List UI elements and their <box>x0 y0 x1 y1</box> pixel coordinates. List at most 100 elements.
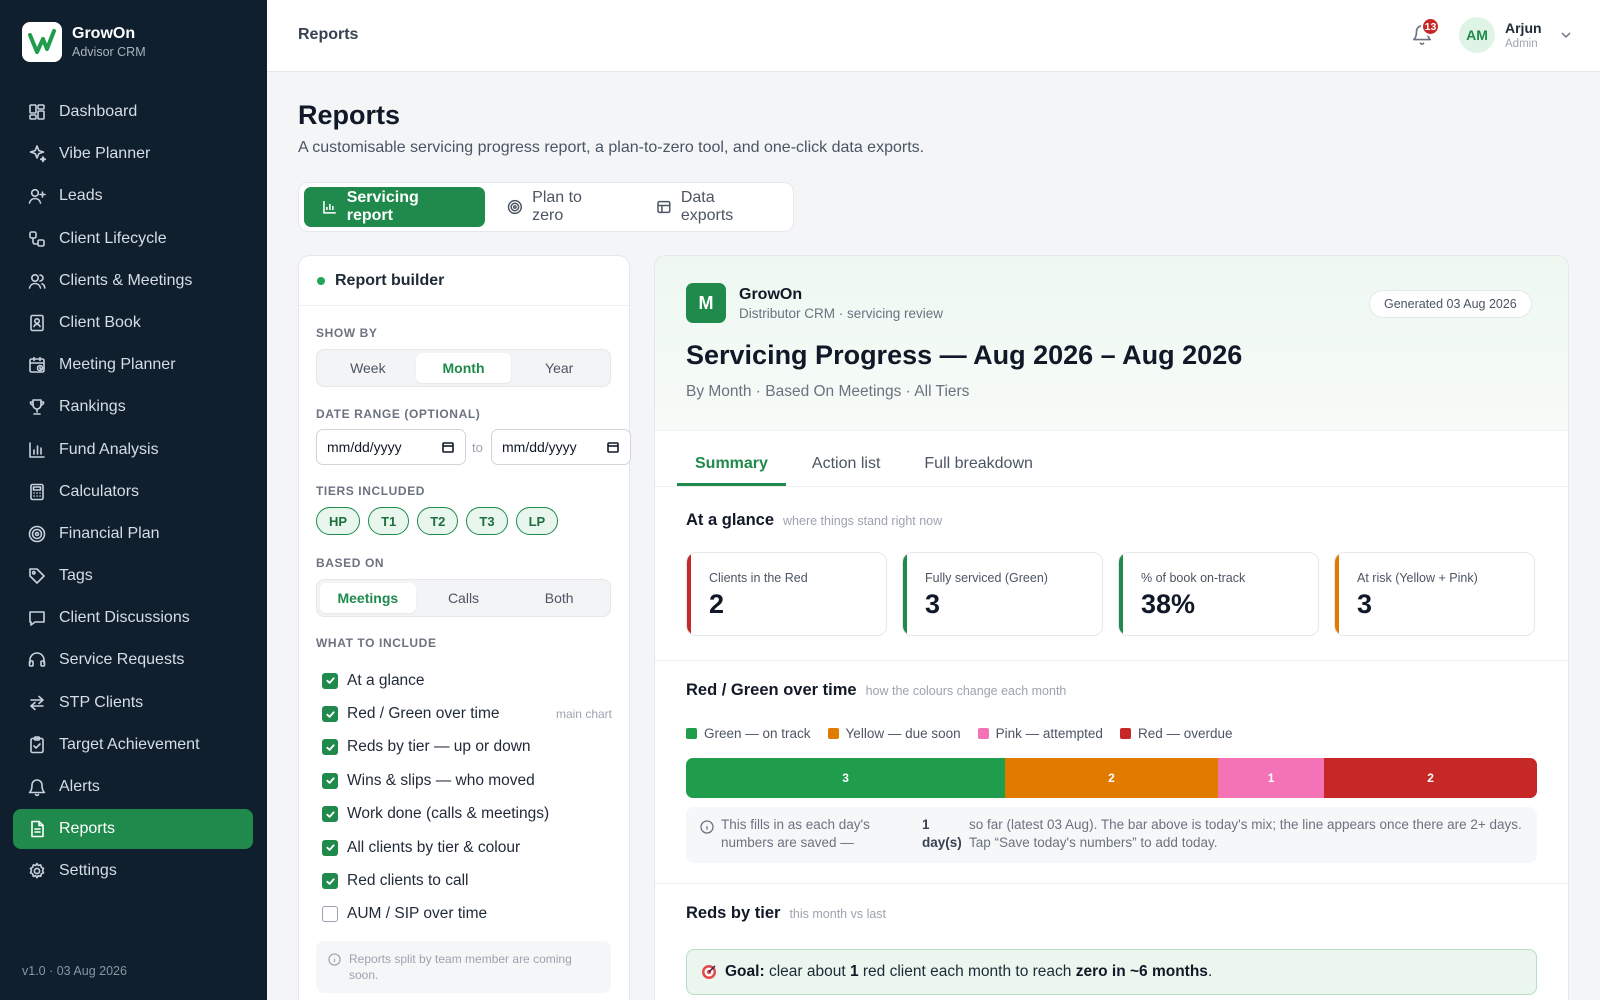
status-dot <box>317 276 325 285</box>
goal-label: Goal: <box>725 963 765 980</box>
table-icon <box>657 200 671 214</box>
note-text: Reports split by team member are coming … <box>349 952 572 982</box>
show-by-week[interactable]: Week <box>350 360 386 376</box>
users-icon <box>28 273 46 289</box>
option-label: Reds by tier — up or down <box>347 738 531 756</box>
show-by-year[interactable]: Year <box>545 360 574 376</box>
brand[interactable]: GrowOn Advisor CRM <box>22 22 146 62</box>
sidebar-item-label: Fund Analysis <box>59 440 159 458</box>
sidebar-item-stp-clients[interactable]: STP Clients <box>13 683 253 723</box>
sidebar-item-fund-analysis[interactable]: Fund Analysis <box>13 430 253 470</box>
tier-chip-lp[interactable]: LP <box>515 507 559 535</box>
stat-label: Fully serviced (Green) <box>925 571 1048 585</box>
include-checklist: At a glance Red / Green over time main cha… <box>322 664 612 931</box>
tier-chip-t1[interactable]: T1 <box>368 507 410 535</box>
based-on-both[interactable]: Both <box>544 590 574 606</box>
goal-target: zero in ~6 months <box>1075 963 1208 980</box>
based-on-selector: Meetings Calls Both <box>316 579 611 617</box>
checkbox-checked[interactable] <box>322 873 338 890</box>
tab-action-list[interactable]: Action list <box>811 454 881 472</box>
tier-chip-t2[interactable]: T2 <box>417 507 459 535</box>
date-from-input[interactable]: mm/dd/yyyy <box>316 429 466 465</box>
stat-accent-bar <box>1119 553 1123 635</box>
report-preview-panel: M GrowOn Distributor CRM · servicing rev… <box>654 255 1569 1000</box>
brand-subtitle: Advisor CRM <box>72 45 146 59</box>
calendar-icon <box>607 442 619 453</box>
include-option[interactable]: All clients by tier & colour <box>322 831 612 864</box>
tab-servicing-report[interactable]: Servicing report <box>304 187 486 227</box>
checkbox-checked[interactable] <box>322 839 338 856</box>
tab-summary[interactable]: Summary <box>677 444 786 486</box>
legend-item: Pink — attempted <box>977 726 1103 741</box>
user-name: Arjun <box>1505 20 1542 36</box>
notification-count-badge: 13 <box>1421 17 1440 36</box>
section-title: Reds by tier <box>686 904 781 922</box>
include-option[interactable]: Work done (calls & meetings) <box>322 798 612 831</box>
legend-label: Pink — attempted <box>995 726 1103 741</box>
sidebar-item-financial-plan[interactable]: Financial Plan <box>13 514 253 554</box>
tier-chip-hp[interactable]: HP <box>316 507 361 535</box>
bar-segment-value: 1 <box>1267 771 1275 785</box>
sidebar-item-settings[interactable]: Settings <box>13 851 253 891</box>
include-option[interactable]: At a glance <box>322 664 612 697</box>
show-by-month[interactable]: Month <box>415 353 512 383</box>
org-subtitle: Distributor CRM · servicing review <box>739 306 944 321</box>
checkbox-unchecked[interactable] <box>322 906 338 923</box>
chart-info-box: This fills in as each day's numbers are … <box>686 807 1537 863</box>
based-on-meetings[interactable]: Meetings <box>320 583 416 613</box>
tab-plan-to-zero[interactable]: Plan to zero <box>489 187 634 227</box>
checkbox-checked[interactable] <box>322 672 338 689</box>
sidebar-item-alerts[interactable]: Alerts <box>13 767 253 807</box>
sidebar-item-reports[interactable]: Reports <box>13 809 253 850</box>
check-icon <box>325 811 335 818</box>
include-option[interactable]: Reds by tier — up or down <box>322 731 612 764</box>
notifications-button[interactable]: 13 <box>1411 17 1440 48</box>
sidebar-item-client-lifecycle[interactable]: Client Lifecycle <box>13 219 253 259</box>
date-to-input[interactable]: mm/dd/yyyy <box>491 429 631 465</box>
clipboard-icon <box>30 736 44 754</box>
user-menu[interactable]: AM Arjun Admin <box>1459 17 1572 53</box>
sidebar-item-dashboard[interactable]: Dashboard <box>13 92 253 132</box>
bar-segment-green: 3 <box>686 758 1006 798</box>
include-option[interactable]: AUM / SIP over time <box>322 898 612 931</box>
sidebar-item-rankings[interactable]: Rankings <box>13 387 253 427</box>
tier-chip-t3[interactable]: T3 <box>466 507 508 535</box>
sidebar-item-client-discussions[interactable]: Client Discussions <box>13 598 253 638</box>
include-option[interactable]: Red / Green over time main chart <box>322 697 612 730</box>
show-by-selector: Week Month Year <box>316 349 611 387</box>
version-label: v1.0 · 03 Aug 2026 <box>22 964 127 978</box>
bar-segment-red: 2 <box>1324 758 1537 798</box>
stat-label: At risk (Yellow + Pink) <box>1357 571 1478 585</box>
sidebar-item-target-achievement[interactable]: Target Achievement <box>13 725 253 765</box>
stat-card: At risk (Yellow + Pink) 3 <box>1334 552 1535 636</box>
sidebar-item-calculators[interactable]: Calculators <box>13 472 253 512</box>
sidebar-item-label: Leads <box>59 187 103 205</box>
checkbox-checked[interactable] <box>322 772 338 789</box>
based-on-calls[interactable]: Calls <box>447 590 480 606</box>
bar-segment-value: 2 <box>1427 771 1434 785</box>
tab-data-exports[interactable]: Data exports <box>638 187 788 227</box>
legend-swatch <box>977 728 989 739</box>
checkbox-checked[interactable] <box>322 706 338 723</box>
check-icon <box>325 744 335 751</box>
include-option[interactable]: Red clients to call <box>322 864 612 897</box>
stat-accent-bar <box>903 553 907 635</box>
include-option[interactable]: Wins & slips — who moved <box>322 764 612 797</box>
over-time-heading: Red / Green over time how the colours cha… <box>686 681 1066 700</box>
sidebar-item-label: Client Discussions <box>59 609 190 627</box>
sidebar-item-service-requests[interactable]: Service Requests <box>13 640 253 680</box>
tab-full-breakdown[interactable]: Full breakdown <box>924 454 1033 472</box>
checkbox-checked[interactable] <box>322 739 338 756</box>
sidebar-item-clients-meetings[interactable]: Clients & Meetings <box>13 261 253 301</box>
sidebar-item-meeting-planner[interactable]: Meeting Planner <box>13 345 253 385</box>
checkbox-checked[interactable] <box>322 806 338 823</box>
sidebar-item-leads[interactable]: Leads <box>13 176 253 216</box>
option-label: AUM / SIP over time <box>347 905 488 923</box>
legend-label: Green — on track <box>704 726 811 741</box>
generated-badge: Generated 03 Aug 2026 <box>1369 290 1532 318</box>
sidebar-item-vibe-planner[interactable]: Vibe Planner <box>13 134 253 174</box>
sidebar-item-client-book[interactable]: Client Book <box>13 303 253 343</box>
at-a-glance-heading: At a glance where things stand right now <box>686 511 942 530</box>
sidebar-item-tags[interactable]: Tags <box>13 556 253 596</box>
target-icon <box>702 965 716 979</box>
